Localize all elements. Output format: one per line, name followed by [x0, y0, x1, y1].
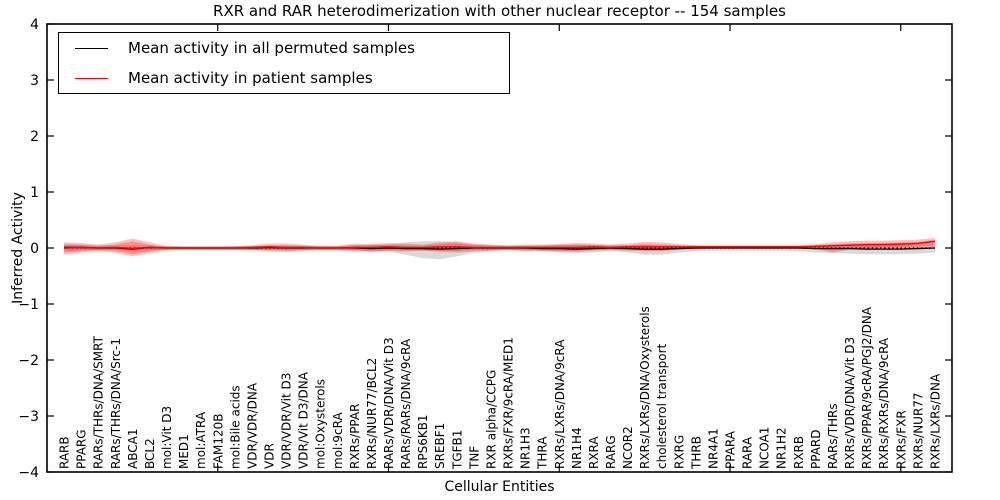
permuted-line-swatch	[75, 47, 108, 49]
y-tick-label: −4	[18, 465, 39, 481]
y-tick-label: −1	[18, 297, 39, 313]
x-category-label: RXRs/LXRs/DNA/Oxysterols	[638, 306, 652, 469]
x-category-label: RARs/THRs/DNA/Src-1	[109, 338, 123, 469]
x-category-label: THRB	[689, 436, 703, 470]
y-tick-label: 0	[30, 241, 39, 257]
y-tick-label: 2	[30, 129, 39, 145]
x-category-label: RXRB	[792, 436, 806, 469]
x-category-label: SREBF1	[433, 423, 447, 469]
x-category-label: BCL2	[143, 438, 157, 469]
x-category-label: RARG	[604, 435, 618, 469]
x-category-label: MED1	[177, 434, 191, 469]
y-tick-label: 3	[30, 73, 39, 89]
x-category-label: RXRs/PPAR	[348, 404, 362, 469]
y-tick-label: −2	[18, 353, 39, 369]
x-category-label: RXRs/NUR77/BCL2	[365, 358, 379, 469]
x-category-label: VDR/VDR/Vit D3	[280, 373, 294, 469]
x-category-label: FAM120B	[211, 414, 225, 470]
x-category-label: RXRs/PPAR/9cRA/PGJ2/DNA	[860, 306, 874, 469]
x-category-label: RXRG	[672, 435, 686, 469]
y-tick-label: 1	[30, 185, 39, 201]
x-category-label: RXRs/LXRs/DNA/9cRA	[553, 339, 567, 469]
legend-label-patient: Mean activity in patient samples	[128, 69, 373, 87]
x-category-label: mol:Vit D3	[160, 406, 174, 469]
x-category-label: mol:Oxysterols	[314, 379, 328, 469]
x-category-label: NR1H4	[570, 427, 584, 469]
x-axis-label: Cellular Entities	[444, 479, 555, 495]
x-category-label: NCOR2	[621, 426, 635, 469]
legend-entry-patient: Mean activity in patient samples	[59, 63, 509, 93]
x-category-label: TNF	[467, 446, 481, 470]
y-axis-label: Inferred Activity	[10, 192, 26, 304]
x-category-label: PPARD	[809, 430, 823, 470]
chart-title: RXR and RAR heterodimerization with othe…	[213, 2, 786, 20]
x-category-label: RARs/THRs	[826, 403, 840, 469]
x-category-label: RXRs/FXR/9cRA/MED1	[502, 337, 516, 469]
x-category-label: mol:Bile acids	[228, 385, 242, 469]
x-category-label: RXRs/FXR	[894, 410, 908, 469]
y-tick-label: −3	[18, 409, 39, 425]
x-category-label: TGFB1	[450, 430, 464, 470]
x-category-label: RARA	[741, 436, 755, 469]
x-category-label: NR1H2	[775, 427, 789, 469]
legend-entry-permuted: Mean activity in all permuted samples	[59, 33, 509, 63]
x-category-label: VDR/VDR/DNA	[245, 382, 259, 469]
x-category-label: mol:ATRA	[194, 411, 208, 469]
x-category-label: RXR alpha/CCPG	[484, 370, 498, 469]
patient-line-swatch	[75, 77, 108, 79]
x-category-label: RARs/VDR/DNA/Vit D3	[382, 337, 396, 469]
x-category-label: NCOA1	[758, 427, 772, 469]
x-category-label: RARs/RARs/DNA/9cRA	[399, 338, 413, 469]
x-category-label: cholesterol transport	[655, 343, 669, 469]
x-category-label: RXRs/VDR/DNA/Vit D3	[843, 337, 857, 469]
x-category-label: RPS6KB1	[416, 414, 430, 469]
y-tick-label: 4	[30, 17, 39, 33]
legend-label-permuted: Mean activity in all permuted samples	[128, 39, 415, 57]
x-category-label: RXRs/LXRs/DNA	[928, 373, 942, 469]
x-category-label: ABCA1	[126, 429, 140, 469]
x-category-label: THRA	[536, 436, 550, 470]
x-category-label: VDR	[262, 443, 276, 469]
x-category-label: PPARG	[75, 429, 89, 469]
x-category-label: PPARA	[724, 430, 738, 469]
permuted-samples-std-band	[64, 241, 935, 260]
x-category-label: NR1H3	[519, 427, 533, 469]
x-category-label: RARB	[58, 436, 72, 469]
x-category-label: RXRA	[587, 436, 601, 469]
x-category-label: RXRs/RXRs/DNA/9cRA	[877, 337, 891, 469]
x-category-label: NR4A1	[706, 428, 720, 469]
x-category-label: mol:9cRA	[331, 412, 345, 469]
legend: Mean activity in all permuted samples Me…	[58, 32, 510, 94]
x-category-label: RARs/THRs/DNA/SMRT	[92, 335, 106, 469]
x-category-label: RXRs/NUR77	[911, 392, 925, 469]
patient-mean-line	[64, 240, 936, 250]
x-category-label: VDR/Vit D3/DNA	[297, 371, 311, 469]
